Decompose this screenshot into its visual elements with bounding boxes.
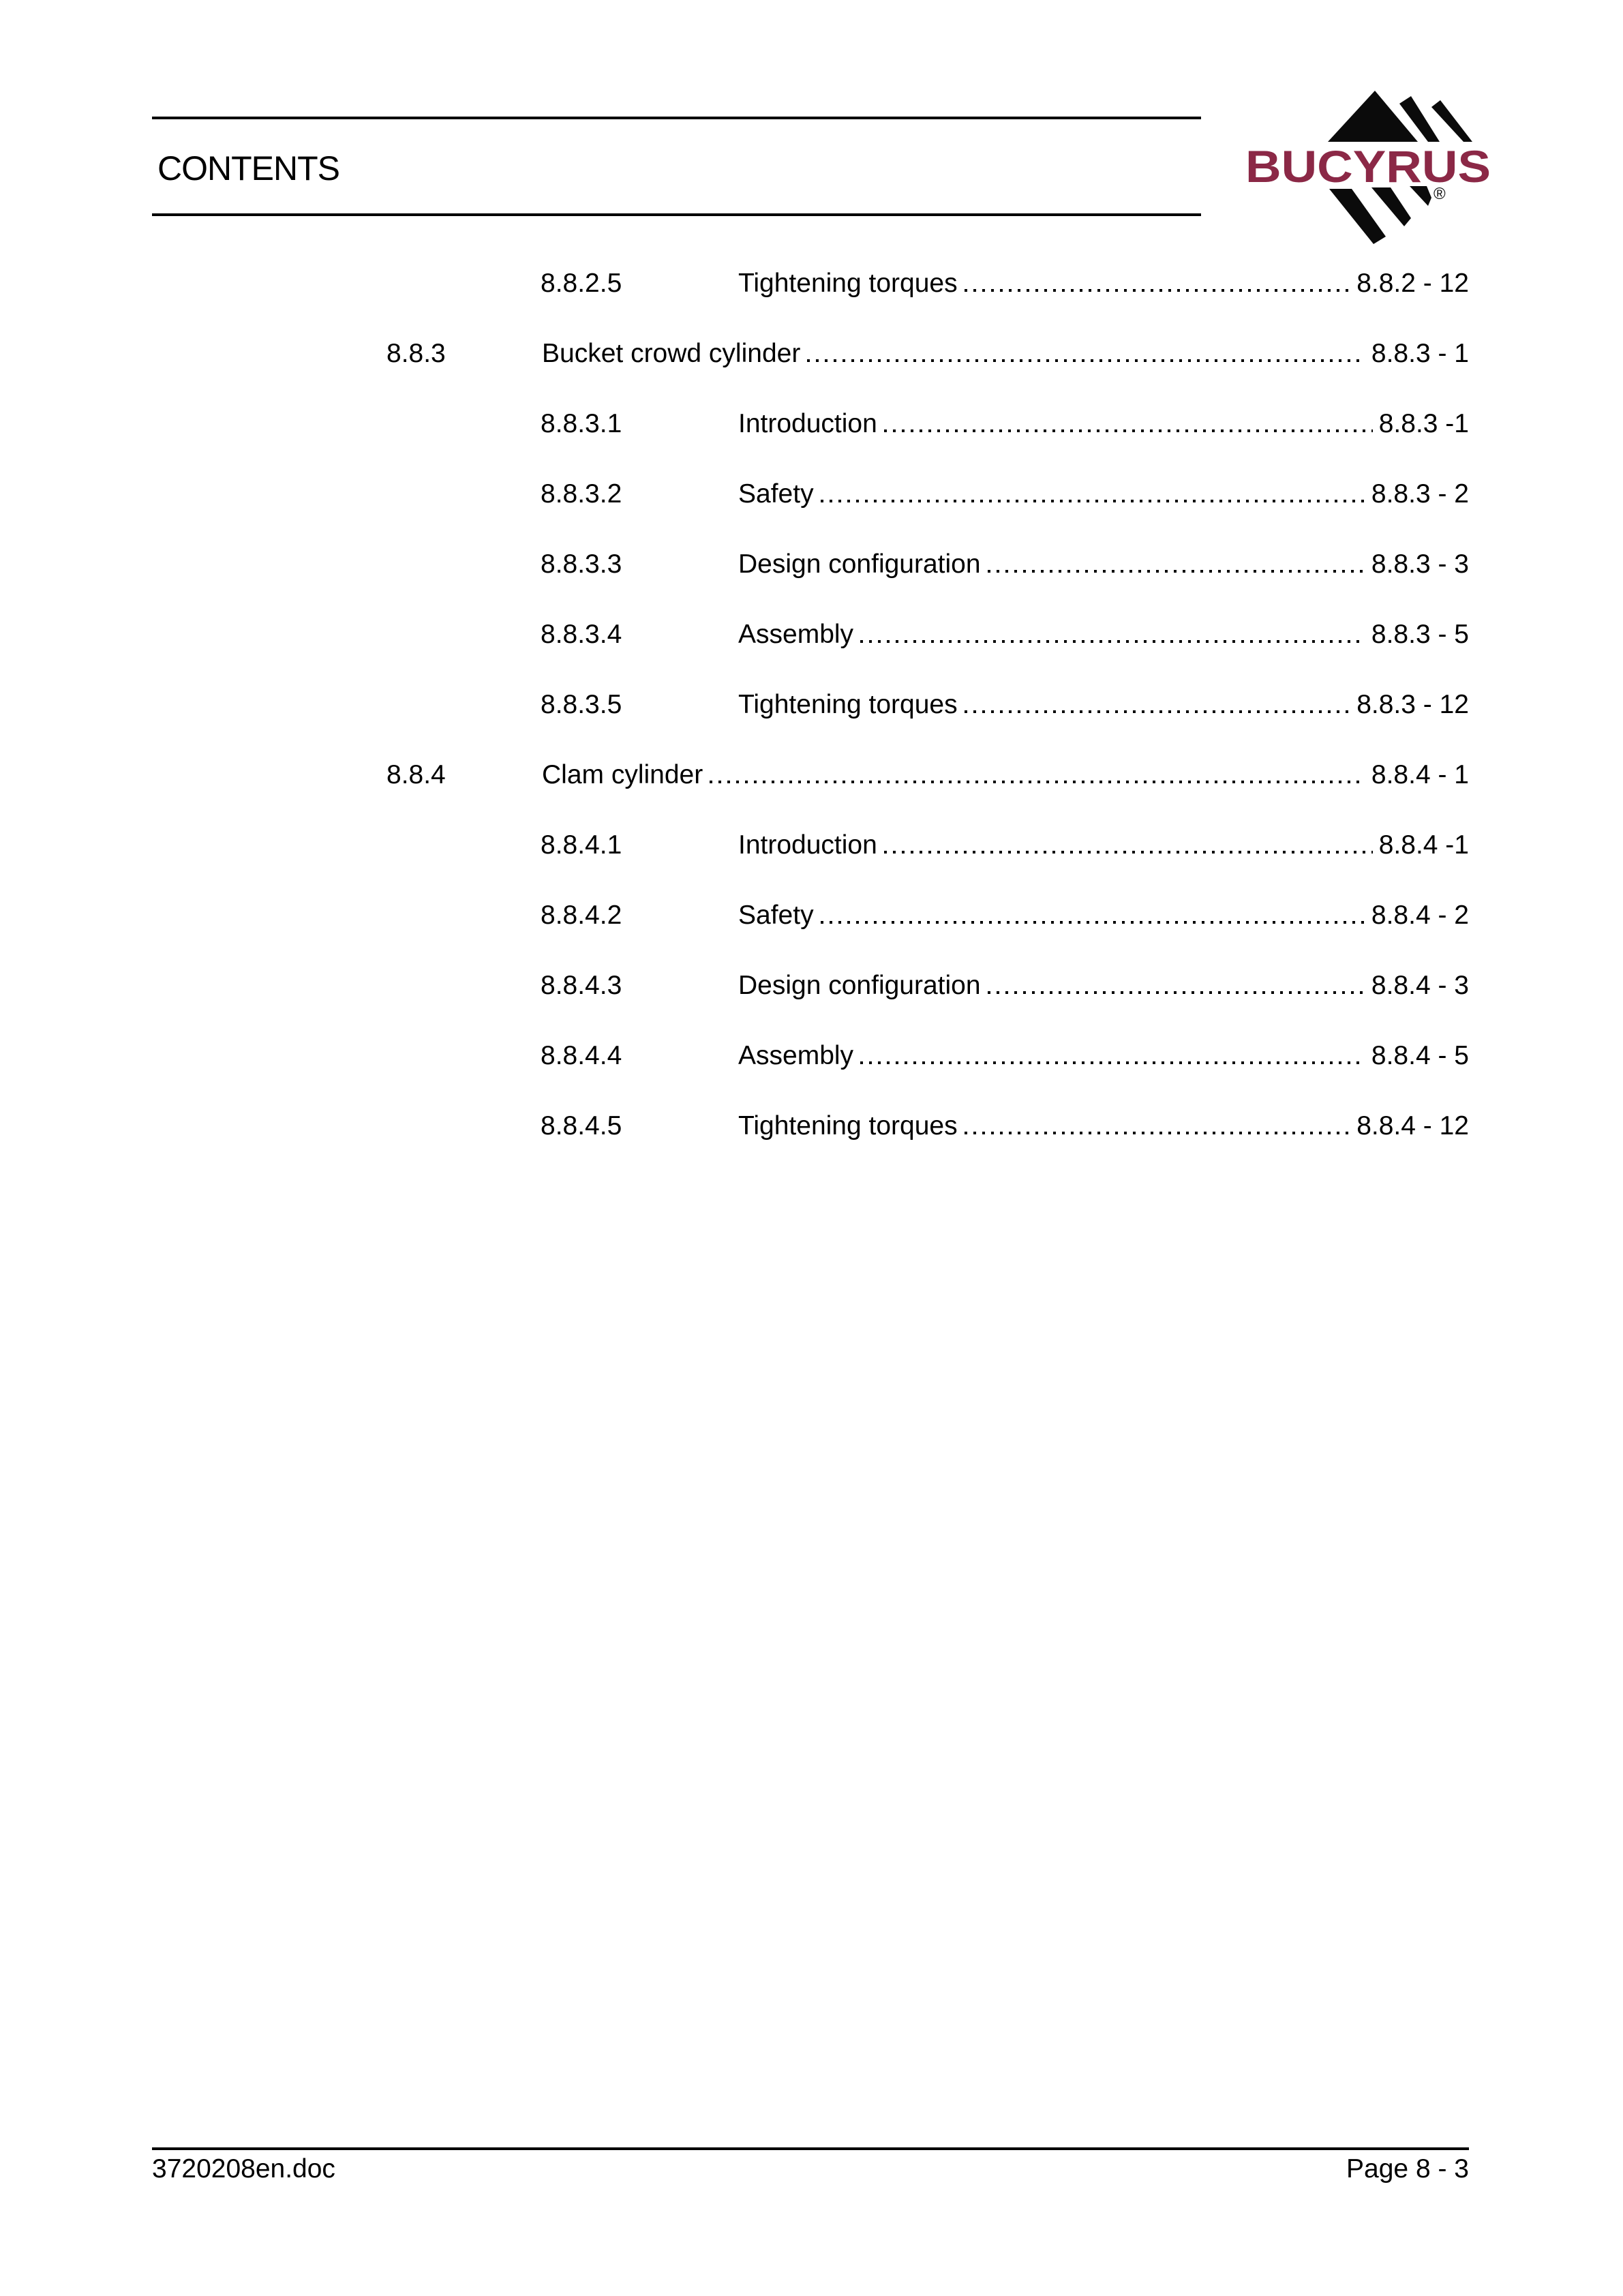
toc-row: 8.8.4.2 Safety 8.8.4 - 2 <box>152 880 1469 950</box>
toc-entry-title: Assembly <box>738 1041 854 1070</box>
toc-entry-page: 8.8.3 - 12 <box>1356 690 1469 719</box>
toc-row: 8.8.3.1 Introduction 8.8.3 -1 <box>152 389 1469 459</box>
toc-entry-title: Safety <box>738 901 814 930</box>
dot-leader <box>820 500 1365 502</box>
toc-entry-title: Safety <box>738 479 814 509</box>
toc-row: 8.8.3 Bucket crowd cylinder 8.8.3 - 1 <box>152 318 1469 389</box>
dot-leader <box>883 429 1373 432</box>
footer-rule <box>152 2147 1469 2150</box>
toc-entry-page: 8.8.4 - 12 <box>1356 1111 1469 1141</box>
toc-entry-page: 8.8.4 - 1 <box>1371 760 1469 789</box>
toc-entry-page: 8.8.3 - 1 <box>1371 339 1469 368</box>
toc-entry-number: 8.8.3.4 <box>541 620 622 649</box>
dot-leader <box>987 570 1365 573</box>
dot-leader <box>820 921 1365 924</box>
page-title: CONTENTS <box>157 149 340 187</box>
toc-entry-title: Tightening torques <box>738 1111 958 1141</box>
toc-row: 8.8.3.2 Safety 8.8.3 - 2 <box>152 459 1469 529</box>
toc-entry-number: 8.8.3.1 <box>541 409 622 438</box>
toc-row: 8.8.3.4 Assembly 8.8.3 - 5 <box>152 599 1469 669</box>
toc-row: 8.8.4.3 Design configuration 8.8.4 - 3 <box>152 950 1469 1021</box>
bucyrus-stripes-icon <box>1329 186 1431 244</box>
dot-leader <box>710 781 1365 783</box>
toc-entry-number: 8.8.3.3 <box>541 549 622 579</box>
dot-leader <box>964 1132 1351 1134</box>
dot-leader <box>860 640 1365 643</box>
toc-row: 8.8.4.4 Assembly 8.8.4 - 5 <box>152 1021 1469 1091</box>
toc-row: 8.8.4 Clam cylinder 8.8.4 - 1 <box>152 740 1469 810</box>
toc-entry-title: Tightening torques <box>738 690 958 719</box>
registered-trademark-icon: ® <box>1434 185 1446 203</box>
header-rule-bottom <box>152 213 1201 216</box>
toc-entry-number: 8.8.4.2 <box>541 901 622 930</box>
toc-entry-title: Clam cylinder <box>542 760 703 789</box>
toc-entry-page: 8.8.4 - 5 <box>1371 1041 1469 1070</box>
bucyrus-mountain-icon <box>1328 91 1472 142</box>
toc-entry-title: Bucket crowd cylinder <box>542 339 801 368</box>
toc-entry-page: 8.8.4 - 2 <box>1371 901 1469 930</box>
toc-row: 8.8.4.5 Tightening torques 8.8.4 - 12 <box>152 1091 1469 1161</box>
toc-entry-page: 8.8.4 -1 <box>1378 830 1469 860</box>
toc-row: 8.8.4.1 Introduction 8.8.4 -1 <box>152 810 1469 880</box>
toc-entry-title: Introduction <box>738 830 877 860</box>
footer-filename: 3720208en.doc <box>152 2154 335 2184</box>
toc-entry-page: 8.8.2 - 12 <box>1356 269 1469 298</box>
toc-entry-number: 8.8.3 <box>386 339 446 368</box>
toc-row: 8.8.2.5 Tightening torques 8.8.2 - 12 <box>152 248 1469 318</box>
dot-leader <box>860 1061 1365 1064</box>
toc-entry-number: 8.8.4.4 <box>541 1041 622 1070</box>
toc-row: 8.8.3.3 Design configuration 8.8.3 - 3 <box>152 529 1469 599</box>
dot-leader <box>807 359 1365 362</box>
footer: 3720208en.doc Page 8 - 3 <box>152 2154 1469 2185</box>
toc-entry-page: 8.8.3 - 3 <box>1371 549 1469 579</box>
toc-entry-title: Assembly <box>738 620 854 649</box>
toc-entry-page: 8.8.3 - 5 <box>1371 620 1469 649</box>
dot-leader <box>964 289 1351 292</box>
toc-entry-title: Introduction <box>738 409 877 438</box>
footer-page-number: Page 8 - 3 <box>1346 2154 1469 2184</box>
toc-entry-number: 8.8.3.2 <box>541 479 622 509</box>
toc-entry-number: 8.8.4 <box>386 760 446 789</box>
bucyrus-brand-text: BUCYRUS <box>1245 141 1491 192</box>
toc-entry-number: 8.8.3.5 <box>541 690 622 719</box>
toc-entry-page: 8.8.3 -1 <box>1378 409 1469 438</box>
dot-leader <box>987 991 1365 994</box>
toc-row: 8.8.3.5 Tightening torques 8.8.3 - 12 <box>152 669 1469 740</box>
toc-entry-page: 8.8.4 - 3 <box>1371 971 1469 1000</box>
toc-entry-title: Design configuration <box>738 971 981 1000</box>
toc-entry-number: 8.8.4.3 <box>541 971 622 1000</box>
toc-entry-title: Design configuration <box>738 549 981 579</box>
dot-leader <box>883 851 1373 854</box>
bucyrus-logo: BUCYRUS ® <box>1245 91 1491 244</box>
dot-leader <box>964 710 1351 713</box>
toc-entry-number: 8.8.4.5 <box>541 1111 622 1141</box>
toc-entry-page: 8.8.3 - 2 <box>1371 479 1469 509</box>
header-rule-top <box>152 117 1201 119</box>
toc-entry-number: 8.8.2.5 <box>541 269 622 298</box>
toc-entry-title: Tightening torques <box>738 269 958 298</box>
table-of-contents: 8.8.2.5 Tightening torques 8.8.2 - 12 8.… <box>152 248 1469 1161</box>
toc-entry-number: 8.8.4.1 <box>541 830 622 860</box>
